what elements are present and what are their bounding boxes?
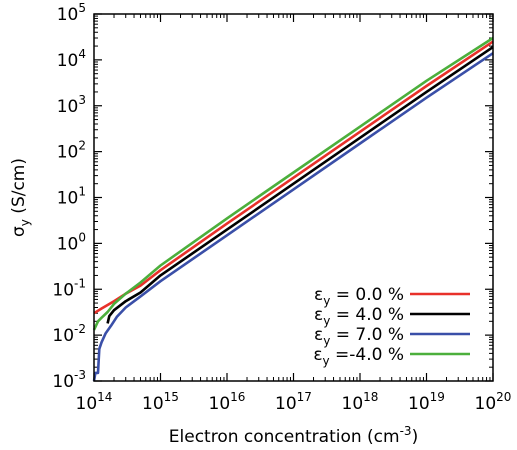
y-tick-exponent: -3 bbox=[74, 368, 86, 382]
y-tick-label: 101 bbox=[57, 185, 86, 209]
legend-value: =-4.0 % bbox=[330, 345, 404, 365]
y-tick-base: 10 bbox=[57, 234, 79, 254]
legend-value: = 0.0 % bbox=[330, 285, 404, 305]
legend-symbol: ε bbox=[314, 305, 323, 325]
y-tick-base: 10 bbox=[57, 51, 79, 71]
plot-frame bbox=[93, 13, 494, 382]
y-axis-title-main: σ bbox=[9, 226, 29, 237]
y-tick-base: 10 bbox=[52, 280, 74, 300]
x-tick-label: 1015 bbox=[142, 390, 179, 414]
y-axis-title-sub: y bbox=[18, 219, 32, 226]
x-tick-label: 1018 bbox=[342, 390, 379, 414]
series-layer bbox=[92, 36, 494, 382]
x-tick-exponent: 15 bbox=[164, 390, 179, 404]
y-axis-title: σy (S/cm) bbox=[9, 158, 32, 237]
series-line-0 bbox=[93, 40, 494, 315]
y-tick-exponent: 4 bbox=[78, 47, 86, 61]
x-tick-label: 1016 bbox=[209, 390, 246, 414]
legend-label-2: εy = 7.0 % bbox=[314, 325, 404, 348]
legend-value: = 7.0 % bbox=[330, 325, 404, 345]
y-tick-exponent: 1 bbox=[78, 185, 86, 199]
legend: εy = 0.0 %εy = 4.0 %εy = 7.0 %εy =-4.0 % bbox=[313, 285, 470, 368]
series-line-1 bbox=[106, 46, 494, 324]
y-tick-base: 10 bbox=[57, 97, 79, 117]
y-tick-label: 10-3 bbox=[52, 368, 86, 392]
x-tick-exponent: 19 bbox=[430, 390, 445, 404]
legend-subscript: y bbox=[323, 314, 330, 328]
y-tick-exponent: 2 bbox=[78, 139, 86, 153]
legend-label-1: εy = 4.0 % bbox=[314, 305, 404, 328]
x-tick-base: 10 bbox=[76, 394, 98, 414]
y-tick-exponent: -1 bbox=[74, 276, 86, 290]
x-tick-exponent: 18 bbox=[363, 390, 378, 404]
x-tick-base: 10 bbox=[342, 394, 364, 414]
x-tick-base: 10 bbox=[142, 394, 164, 414]
legend-subscript: y bbox=[323, 354, 330, 368]
legend-symbol: ε bbox=[314, 325, 323, 345]
y-tick-base: 10 bbox=[57, 5, 79, 25]
legend-subscript: y bbox=[323, 334, 330, 348]
x-tick-base: 10 bbox=[275, 394, 297, 414]
x-tick-exponent: 20 bbox=[496, 390, 511, 404]
legend-symbol: ε bbox=[313, 345, 322, 365]
legend-value: = 4.0 % bbox=[330, 305, 404, 325]
x-tick-label: 1020 bbox=[475, 390, 512, 414]
series-line-2 bbox=[92, 52, 494, 382]
x-tick-exponent: 14 bbox=[97, 390, 112, 404]
y-tick-label: 102 bbox=[57, 139, 86, 163]
y-tick-exponent: -2 bbox=[74, 322, 86, 336]
y-tick-base: 10 bbox=[57, 143, 79, 163]
x-tick-base: 10 bbox=[209, 394, 231, 414]
series-line-3 bbox=[92, 36, 494, 331]
legend-subscript: y bbox=[323, 294, 330, 308]
y-tick-exponent: 3 bbox=[78, 93, 86, 107]
x-axis-title-end: ) bbox=[412, 427, 419, 447]
y-tick-exponent: 0 bbox=[78, 230, 86, 244]
y-tick-label: 104 bbox=[57, 47, 86, 71]
x-tick-label: 1014 bbox=[76, 390, 113, 414]
y-tick-label: 103 bbox=[57, 93, 86, 117]
legend-symbol: ε bbox=[314, 285, 323, 305]
legend-label-3: εy =-4.0 % bbox=[313, 345, 404, 368]
y-tick-label: 100 bbox=[57, 230, 86, 254]
y-tick-exponent: 5 bbox=[78, 1, 86, 15]
x-axis-title-sup: -3 bbox=[400, 424, 412, 438]
x-tick-base: 10 bbox=[408, 394, 430, 414]
x-tick-exponent: 17 bbox=[297, 390, 312, 404]
y-tick-base: 10 bbox=[52, 326, 74, 346]
x-tick-exponent: 16 bbox=[230, 390, 245, 404]
y-tick-label: 10-1 bbox=[52, 276, 86, 300]
x-tick-label: 1019 bbox=[408, 390, 445, 414]
legend-label-0: εy = 0.0 % bbox=[314, 285, 404, 308]
x-tick-base: 10 bbox=[475, 394, 497, 414]
y-tick-label: 105 bbox=[57, 1, 86, 25]
x-axis-ticks: 1014 1015 1016 1017 1018 1019 1020 bbox=[76, 14, 512, 414]
y-axis-title-end: (S/cm) bbox=[9, 158, 29, 219]
y-tick-base: 10 bbox=[57, 189, 79, 209]
x-axis-title: Electron concentration (cm-3) bbox=[169, 424, 418, 447]
y-tick-base: 10 bbox=[52, 372, 74, 392]
y-tick-label: 10-2 bbox=[52, 322, 86, 346]
x-tick-label: 1017 bbox=[275, 390, 312, 414]
x-axis-title-main: Electron concentration (cm bbox=[169, 427, 400, 447]
